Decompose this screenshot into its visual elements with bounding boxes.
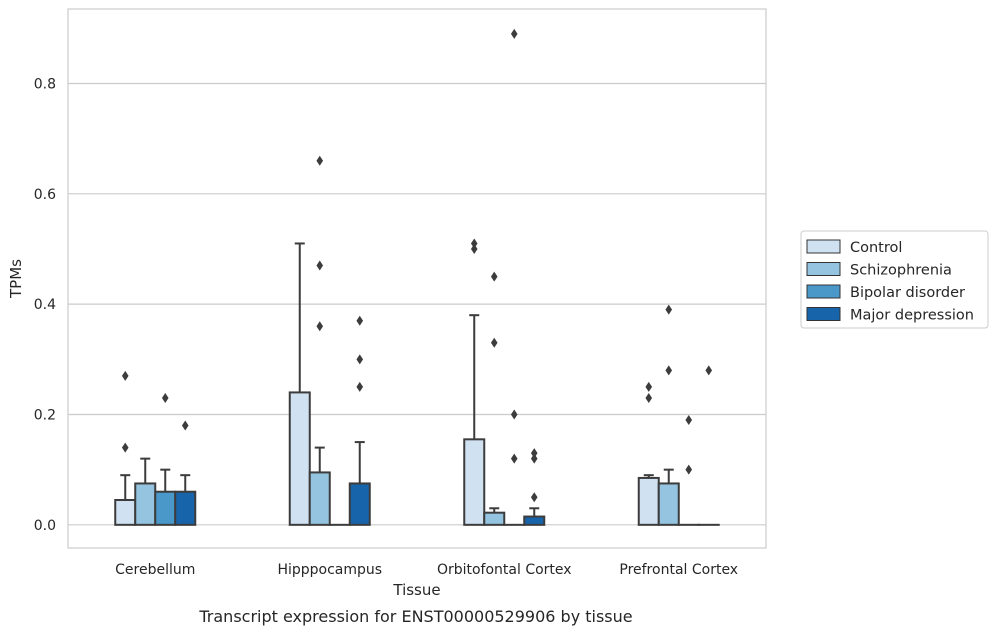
- outlier-point: [665, 304, 673, 315]
- outliers: [121, 28, 713, 503]
- x-tick-label: Hipppocampus: [277, 562, 382, 578]
- outlier-point: [490, 271, 498, 282]
- bar: [348, 482, 371, 526]
- outlier-point: [121, 370, 129, 381]
- legend-swatch: [806, 239, 841, 254]
- y-tick-labels: 0.0 0.2 0.4 0.6 0.8: [34, 76, 56, 533]
- bar: [114, 499, 137, 526]
- y-tick-label: 0.4: [34, 297, 56, 313]
- outlier-point: [510, 28, 518, 39]
- outlier-point: [490, 337, 498, 348]
- gridlines: [68, 82, 766, 526]
- plot-area: [67, 8, 767, 549]
- outlier-point: [356, 381, 364, 392]
- outlier-point: [181, 420, 189, 431]
- outlier-point: [510, 409, 518, 420]
- outlier-point: [470, 238, 478, 249]
- legend-label: Bipolar disorder: [850, 285, 965, 301]
- outlier-point: [510, 453, 518, 464]
- legend-label: Major depression: [850, 308, 974, 324]
- bar: [288, 391, 311, 526]
- x-tick-label: Cerebellum: [115, 562, 195, 578]
- bars: [114, 391, 720, 526]
- legend-label: Control: [850, 240, 902, 256]
- bar: [154, 490, 177, 526]
- outlier-point: [316, 260, 324, 271]
- x-axis-label: Tissue: [392, 581, 440, 599]
- chart-caption: Transcript expression for ENST0000052990…: [198, 607, 632, 626]
- bar: [134, 482, 157, 526]
- outlier-point: [470, 243, 478, 254]
- outlier-point: [665, 365, 673, 376]
- bar: [657, 482, 680, 526]
- whiskers: [120, 242, 674, 517]
- bar: [483, 511, 506, 526]
- outlier-point: [685, 415, 693, 426]
- y-tick-label: 0.8: [34, 76, 56, 92]
- bar: [637, 476, 660, 526]
- outlier-point: [316, 321, 324, 332]
- bar: [174, 490, 197, 526]
- bar: [523, 515, 546, 526]
- legend-swatch: [806, 284, 841, 299]
- y-tick-label: 0.0: [34, 518, 56, 534]
- legend-frame: [800, 230, 989, 329]
- outlier-point: [161, 392, 169, 403]
- bar: [308, 471, 331, 526]
- outlier-point: [530, 453, 538, 464]
- y-axis-label: TPMs: [7, 259, 25, 299]
- x-tick-label: Orbitofontal Cortex: [437, 562, 572, 578]
- legend-label: Schizophrenia: [850, 263, 952, 279]
- x-tick-labels: Cerebellum Hipppocampus Orbitofontal Corte…: [115, 562, 738, 578]
- legend-swatch: [806, 262, 841, 276]
- outlier-point: [530, 492, 538, 503]
- outlier-point: [705, 365, 713, 376]
- outlier-point: [530, 448, 538, 459]
- outlier-point: [121, 442, 129, 453]
- outlier-point: [356, 315, 364, 326]
- outlier-point: [316, 155, 324, 166]
- x-tick-label: Prefrontal Cortex: [619, 562, 738, 578]
- outlier-point: [645, 392, 653, 403]
- legend: Control Schizophrenia Bipolar disorder Majo…: [800, 230, 989, 329]
- outlier-point: [685, 464, 693, 475]
- legend-swatch: [806, 307, 841, 321]
- y-tick-label: 0.6: [34, 187, 56, 203]
- outlier-point: [356, 354, 364, 365]
- y-tick-label: 0.2: [34, 407, 56, 423]
- outlier-point: [645, 381, 653, 392]
- bar: [463, 438, 486, 526]
